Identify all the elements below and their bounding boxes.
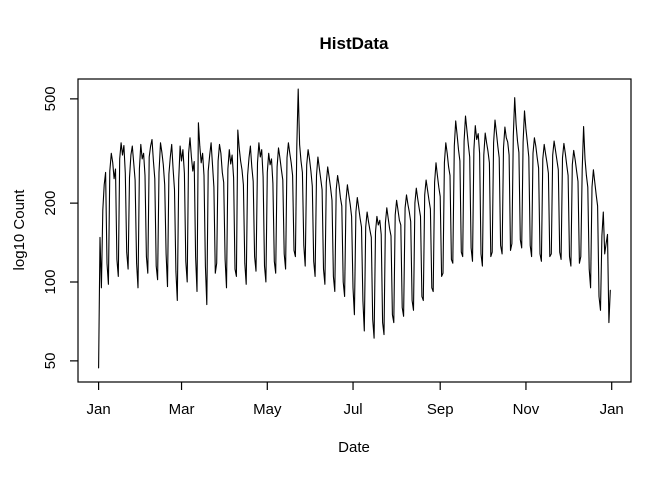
- y-tick-label: 100: [42, 269, 59, 294]
- x-tick-label: Sep: [427, 401, 454, 418]
- x-tick-label: Jan: [600, 401, 624, 418]
- data-series-line: [98, 88, 611, 369]
- y-axis-label: log10 Count: [11, 189, 28, 271]
- plot-box: [77, 78, 632, 383]
- y-tick-label: 50: [42, 353, 59, 370]
- x-tick-label: Mar: [169, 401, 195, 418]
- y-tick-label: 200: [42, 191, 59, 216]
- x-tick-label: May: [253, 401, 282, 418]
- y-axis: 50 100 200 500: [42, 86, 78, 369]
- x-axis: Jan Mar May Jul Sep Nov Jan: [87, 382, 624, 418]
- x-tick-label: Jan: [87, 401, 111, 418]
- x-tick-label: Nov: [513, 401, 540, 418]
- x-axis-label: Date: [338, 439, 370, 456]
- y-tick-label: 500: [42, 86, 59, 111]
- x-tick-label: Jul: [343, 401, 362, 418]
- chart-title: HistData: [320, 34, 390, 53]
